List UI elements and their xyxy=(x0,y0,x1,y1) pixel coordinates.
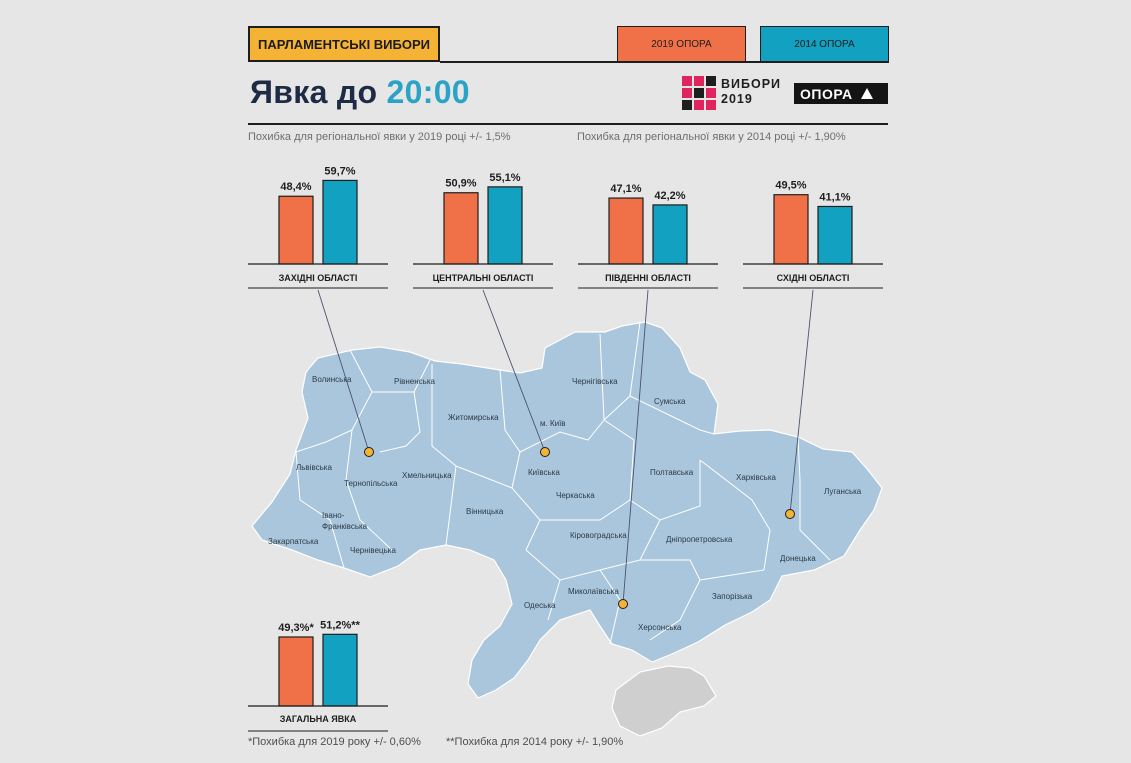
region-label: Тернопільська xyxy=(344,479,398,488)
bar-group: 48,4% 59,7% ЗАХІДНІ ОБЛАСТІ xyxy=(248,165,388,289)
data-label: 50,9% xyxy=(445,178,476,190)
region-label: Сумська xyxy=(654,397,686,406)
region-label: Івано- xyxy=(322,511,345,520)
page-title: Явка до 20:00 xyxy=(250,74,470,111)
opora-logo-text: ОПОРА xyxy=(800,85,853,102)
region-markers xyxy=(364,447,795,609)
region-label: Запорізька xyxy=(712,592,753,601)
bar-group: 50,9% 55,1% ЦЕНТРАЛЬНІ ОБЛАСТІ xyxy=(413,172,553,289)
data-label: 49,3%* xyxy=(278,622,314,634)
marker-west xyxy=(364,447,374,457)
region-label: Луганська xyxy=(824,487,862,496)
bar xyxy=(487,186,523,265)
data-label: 48,4% xyxy=(280,181,311,193)
region-label: м. Київ xyxy=(540,419,566,428)
elections-badge: ПАРЛАМЕНТСЬКІ ВИБОРИ xyxy=(248,26,440,62)
bar-group: 49,5% 41,1% СХІДНІ ОБЛАСТІ xyxy=(743,180,883,289)
region-borders xyxy=(295,321,831,645)
region-label: Кіровоградська xyxy=(570,531,627,540)
category-label: ЗАГАЛЬНА ЯВКА xyxy=(280,714,357,724)
triangle-icon xyxy=(860,88,873,99)
legend-2014: 2014 ОПОРА xyxy=(760,26,889,62)
data-label: 47,1% xyxy=(610,183,641,195)
bar xyxy=(817,205,853,265)
title-rule xyxy=(248,123,888,125)
region-label: Вінницька xyxy=(466,507,504,516)
region-label: Рівненська xyxy=(394,377,435,386)
region-label: Чернігівська xyxy=(572,377,618,386)
region-label: Херсонська xyxy=(638,623,682,632)
region-label: Харківська xyxy=(736,473,777,482)
region-label: Львівська xyxy=(296,463,332,472)
elections-logo-text: ВИБОРИ 2019 xyxy=(721,77,781,107)
bar xyxy=(278,636,314,707)
region-label: Миколаївська xyxy=(568,587,619,596)
region-label: Хмельницька xyxy=(402,471,452,480)
map-body xyxy=(251,321,883,699)
region-label: Франківська xyxy=(322,522,368,531)
bar xyxy=(443,192,479,265)
data-label: 59,7% xyxy=(324,165,355,177)
bar xyxy=(773,194,809,265)
region-label: Донецька xyxy=(780,554,816,563)
legend-2019: 2019 ОПОРА xyxy=(617,26,746,62)
category-label: ПІВДЕННІ ОБЛАСТІ xyxy=(605,273,691,283)
opora-logo: ОПОРА xyxy=(794,83,888,104)
note-2019: Похибка для регіональної явки у 2019 роц… xyxy=(248,131,511,143)
region-label: Одеська xyxy=(524,601,556,610)
leader-lines xyxy=(317,289,814,605)
marker-east xyxy=(785,509,795,519)
region-label: Полтавська xyxy=(650,468,694,477)
data-label: 55,1% xyxy=(489,172,520,184)
legend-2014-label: 2014 ОПОРА xyxy=(794,38,855,50)
header-rule xyxy=(440,61,889,63)
logo-line2: 2019 xyxy=(721,92,753,106)
data-label: 41,1% xyxy=(819,191,850,203)
bar-group: 49,3%* 51,2%** ЗАГАЛЬНА ЯВКА xyxy=(248,619,388,732)
bar xyxy=(278,195,314,265)
category-label: СХІДНІ ОБЛАСТІ xyxy=(777,273,850,283)
data-label: 51,2%** xyxy=(320,619,360,631)
region-label: Волинська xyxy=(312,375,352,384)
data-label: 49,5% xyxy=(775,180,806,192)
elections-logo-icon xyxy=(682,76,716,110)
category-label: ЗАХІДНІ ОБЛАСТІ xyxy=(279,273,358,283)
bar xyxy=(322,179,358,265)
bar xyxy=(322,633,358,707)
legend-2019-label: 2019 ОПОРА xyxy=(651,38,712,50)
map-outline xyxy=(251,321,883,737)
data-label: 42,2% xyxy=(654,190,685,202)
bar xyxy=(608,197,644,265)
bar xyxy=(652,204,688,265)
footnote-2014: **Похибка для 2014 року +/- 1,90% xyxy=(446,736,624,748)
region-labels: Волинська Рівненська Житомирська Чернігі… xyxy=(268,375,862,632)
region-label: Київська xyxy=(528,468,560,477)
crimea xyxy=(611,665,717,737)
marker-center xyxy=(540,447,550,457)
footnote-2019: *Похибка для 2019 року +/- 0,60% xyxy=(248,736,421,748)
marker-south xyxy=(618,599,628,609)
category-label: ЦЕНТРАЛЬНІ ОБЛАСТІ xyxy=(433,273,534,283)
region-label: Закарпатська xyxy=(268,537,319,546)
region-label: Дніпропетровська xyxy=(666,535,733,544)
region-label: Черкаська xyxy=(556,491,595,500)
region-label: Житомирська xyxy=(448,413,499,422)
logo-line1: ВИБОРИ xyxy=(721,77,782,91)
bar-group: 47,1% 42,2% ПІВДЕННІ ОБЛАСТІ xyxy=(578,183,718,289)
region-label: Чернівецька xyxy=(350,546,396,555)
title-time: 20:00 xyxy=(386,74,470,110)
title-prefix: Явка до xyxy=(250,74,378,110)
note-2014: Похибка для регіональної явки у 2014 роц… xyxy=(577,131,846,143)
